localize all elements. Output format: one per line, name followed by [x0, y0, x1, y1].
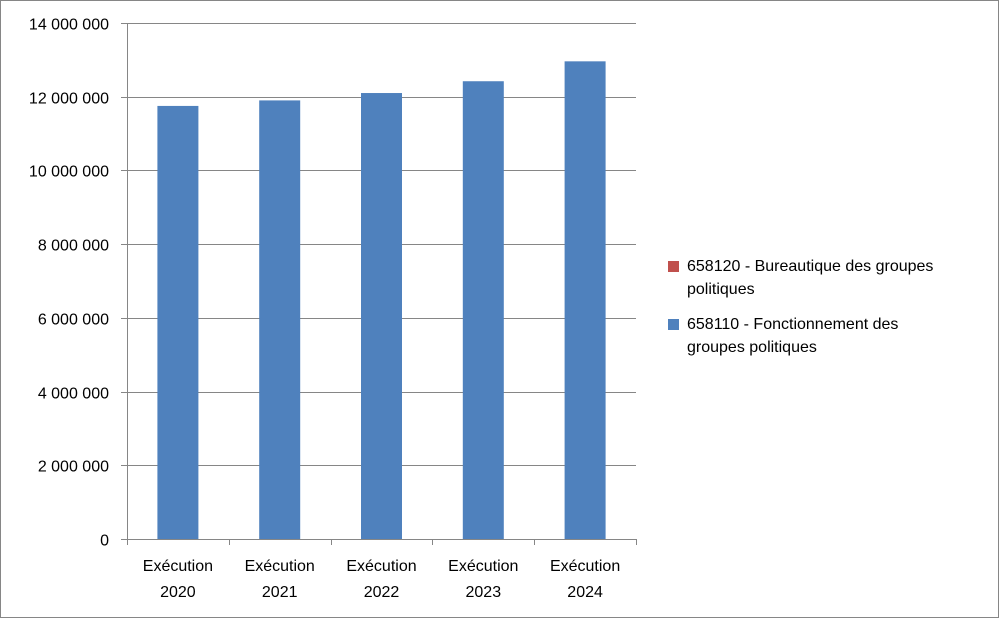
y-tick-label: 6 000 000	[38, 312, 109, 329]
y-tick-label: 8 000 000	[38, 238, 109, 255]
axes	[121, 23, 637, 545]
x-tick-label: 2023	[466, 584, 502, 601]
x-tick-label: 2020	[160, 584, 196, 601]
x-tick-label: 2024	[567, 584, 603, 601]
y-tick-label: 14 000 000	[29, 17, 109, 34]
y-tick-label: 4 000 000	[38, 386, 109, 403]
bar	[462, 81, 504, 539]
bar	[157, 105, 199, 539]
y-tick-label: 12 000 000	[29, 91, 109, 108]
legend-item-bureautique: 658120 - Bureautique des groupes politiq…	[666, 255, 996, 301]
bar	[361, 93, 402, 540]
legend-label-line2: politiques	[687, 281, 755, 298]
x-tick-label: Exécution	[550, 558, 620, 575]
x-tick-label: Exécution	[143, 558, 213, 575]
x-tick-label: Exécution	[245, 558, 315, 575]
x-tick-labels: Exécution 2020 Exécution 2021 Exécution 2022 E…	[143, 558, 620, 601]
x-tick-label: 2021	[262, 584, 298, 601]
bar	[259, 100, 301, 540]
x-tick-label: Exécution	[448, 558, 518, 575]
bars	[157, 61, 606, 540]
legend-swatch-bureautique	[668, 261, 679, 272]
legend-label-line1: 658110 - Fonctionnement des	[687, 316, 899, 333]
legend-label-line1: 658120 - Bureautique des groupes	[687, 258, 934, 275]
y-tick-label: 2 000 000	[38, 459, 109, 476]
legend: 658120 - Bureautique des groupes politiq…	[666, 255, 996, 371]
legend-swatch-fonctionnement	[668, 319, 679, 330]
y-tick-label: 10 000 000	[29, 164, 109, 181]
x-tick-label: 2022	[364, 584, 400, 601]
y-tick-labels: 0 2 000 000 4 000 000 6 000 000 8 000 000 10 …	[29, 17, 109, 550]
x-tick-label: Exécution	[346, 558, 416, 575]
y-tick-label: 0	[100, 533, 109, 550]
legend-label-line2: groupes politiques	[687, 339, 817, 356]
bar	[564, 61, 606, 540]
legend-item-fonctionnement: 658110 - Fonctionnement des groupes poli…	[666, 313, 996, 359]
